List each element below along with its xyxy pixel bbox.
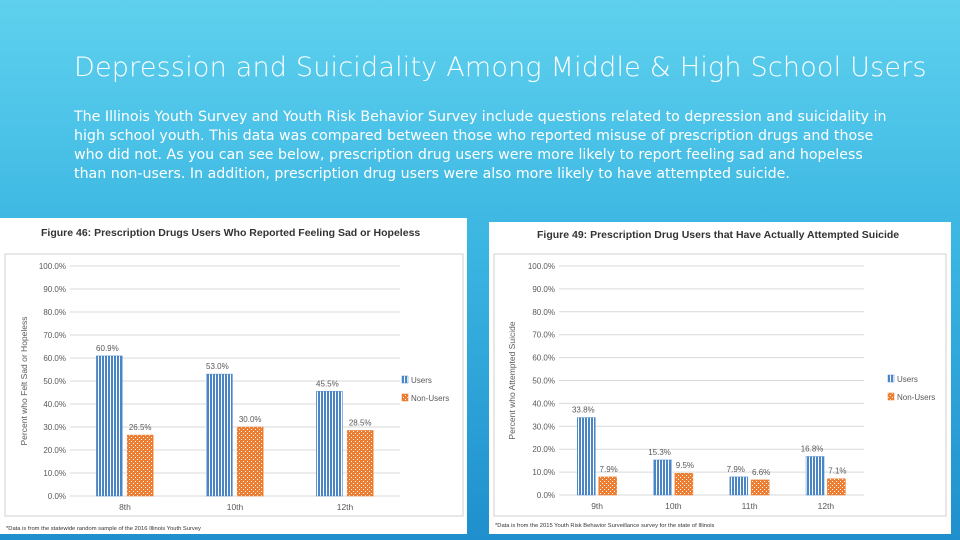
data-label-users-12th: 45.5% bbox=[316, 379, 339, 388]
x-tick-label: 12th bbox=[337, 502, 354, 512]
data-label-non-users-10th: 30.0% bbox=[239, 415, 262, 424]
data-label-non-users-12th: 7.1% bbox=[828, 467, 846, 476]
data-label-non-users-10th: 9.5% bbox=[676, 461, 694, 470]
bar-users-9th bbox=[577, 417, 596, 496]
bar-non-users-8th bbox=[126, 434, 154, 497]
y-tick-label: 100.0% bbox=[528, 262, 555, 271]
y-axis-label: Percent who Felt Sad or Hopeless bbox=[19, 317, 29, 446]
chart-title: Figure 46: Prescription Drugs Users Who … bbox=[41, 227, 420, 239]
y-tick-label: 60.0% bbox=[43, 354, 66, 363]
x-tick-label: 11th bbox=[742, 501, 758, 511]
x-tick-label: 12th bbox=[818, 501, 835, 511]
y-tick-label: 20.0% bbox=[532, 445, 555, 454]
y-tick-label: 50.0% bbox=[43, 377, 66, 386]
legend-label-users: Users bbox=[897, 375, 918, 384]
y-tick-label: 50.0% bbox=[532, 377, 555, 386]
data-label-users-8th: 60.9% bbox=[96, 344, 119, 353]
legend-label-non-users: Non-Users bbox=[897, 393, 935, 402]
data-label-users-9th: 33.8% bbox=[572, 406, 595, 415]
legend-swatch-non-users bbox=[401, 393, 409, 402]
chart-panel-sad-hopeless: Figure 46: Prescription Drugs Users Who … bbox=[0, 218, 467, 534]
y-tick-label: 80.0% bbox=[43, 308, 66, 317]
data-label-users-10th: 15.3% bbox=[648, 448, 671, 457]
y-tick-label: 40.0% bbox=[43, 400, 66, 409]
y-tick-label: 20.0% bbox=[43, 446, 66, 455]
legend-label-non-users: Non-Users bbox=[411, 394, 449, 403]
y-tick-label: 70.0% bbox=[43, 331, 66, 340]
bar-users-10th bbox=[653, 459, 672, 496]
chart-panel-attempted-suicide: Figure 49: Prescription Drug Users that … bbox=[489, 222, 951, 534]
legend-swatch-users bbox=[401, 375, 409, 384]
slide-title: Depression and Suicidality Among Middle … bbox=[74, 52, 927, 83]
y-tick-label: 0.0% bbox=[48, 492, 66, 501]
chart-sad-hopeless: Figure 46: Prescription Drugs Users Who … bbox=[4, 227, 464, 532]
plot-frame bbox=[4, 253, 464, 517]
y-tick-label: 90.0% bbox=[43, 285, 66, 294]
bar-non-users-11th bbox=[750, 479, 770, 496]
chart-attempted-suicide: Figure 49: Prescription Drug Users that … bbox=[493, 229, 947, 529]
y-tick-label: 0.0% bbox=[537, 491, 555, 500]
legend-swatch-users bbox=[887, 374, 895, 383]
y-tick-label: 30.0% bbox=[532, 422, 555, 431]
data-label-users-12th: 16.8% bbox=[801, 445, 824, 454]
data-label-users-11th: 7.9% bbox=[727, 465, 745, 474]
bar-users-12th bbox=[805, 456, 825, 496]
data-label-users-10th: 53.0% bbox=[206, 362, 229, 371]
y-tick-label: 10.0% bbox=[43, 469, 66, 478]
bar-non-users-12th bbox=[346, 430, 374, 497]
data-label-non-users-12th: 28.5% bbox=[349, 418, 372, 427]
bar-users-8th bbox=[96, 355, 123, 497]
y-tick-label: 10.0% bbox=[532, 468, 555, 477]
y-tick-label: 70.0% bbox=[532, 331, 555, 340]
bar-users-12th bbox=[316, 391, 343, 497]
y-tick-label: 80.0% bbox=[532, 308, 555, 317]
y-tick-label: 100.0% bbox=[39, 262, 66, 271]
chart-title: Figure 49: Prescription Drug Users that … bbox=[537, 229, 899, 241]
data-label-non-users-8th: 26.5% bbox=[129, 423, 152, 432]
x-tick-label: 9th bbox=[591, 501, 603, 511]
bar-non-users-10th bbox=[674, 472, 694, 496]
bar-users-10th bbox=[206, 373, 233, 497]
y-tick-label: 40.0% bbox=[532, 399, 555, 408]
x-tick-label: 8th bbox=[119, 502, 131, 512]
plot-frame bbox=[493, 253, 947, 517]
slide-body-text: The Illinois Youth Survey and Youth Risk… bbox=[74, 109, 887, 182]
bar-non-users-9th bbox=[598, 476, 617, 496]
y-axis-label: Percent who Attempted Suicide bbox=[507, 321, 517, 439]
x-tick-label: 10th bbox=[227, 502, 244, 512]
legend-swatch-non-users bbox=[887, 392, 895, 401]
bar-users-11th bbox=[729, 476, 749, 496]
chart-footnote: *Data is from the statewide random sampl… bbox=[6, 526, 201, 532]
data-label-non-users-11th: 6.6% bbox=[752, 468, 770, 477]
x-tick-label: 10th bbox=[665, 501, 682, 511]
data-label-non-users-9th: 7.9% bbox=[600, 465, 618, 474]
y-tick-label: 90.0% bbox=[532, 285, 555, 294]
y-tick-label: 60.0% bbox=[532, 354, 555, 363]
legend-label-users: Users bbox=[411, 376, 432, 385]
bar-non-users-12th bbox=[827, 478, 846, 496]
chart-footnote: *Data is from the 2015 Youth Risk Behavi… bbox=[495, 523, 715, 529]
y-tick-label: 30.0% bbox=[43, 423, 66, 432]
bar-non-users-10th bbox=[236, 426, 264, 497]
